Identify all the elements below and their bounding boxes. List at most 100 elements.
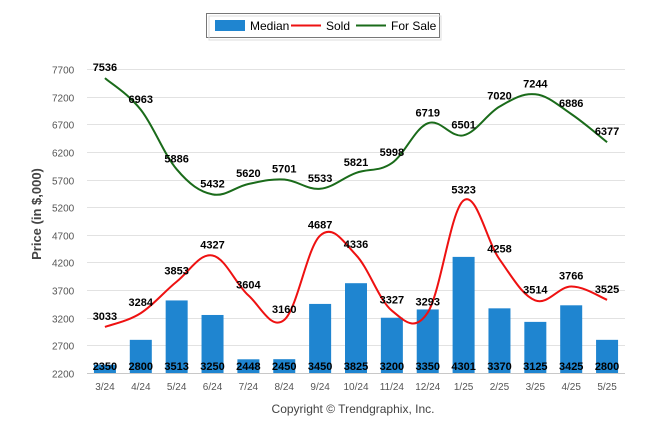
data-labels: 2350 2800 3513 3250 2448 2450 3450 3825 3200 3350… xyxy=(93,62,620,373)
x-tick-label: 7/24 xyxy=(239,382,259,393)
sold-value-label: 5323 xyxy=(451,184,475,196)
for-sale-value-label: 5998 xyxy=(380,147,404,159)
for-sale-value-label: 5620 xyxy=(236,168,260,180)
y-tick-label: 4200 xyxy=(52,259,75,270)
for-sale-value-label: 6886 xyxy=(559,98,583,110)
x-tick-label: 1/25 xyxy=(454,382,474,393)
sold-line xyxy=(104,198,608,328)
axes: 2200 2700 3200 3700 4200 4700 5200 5700 6200 6700… xyxy=(52,66,625,393)
median-value-label: 3200 xyxy=(380,361,404,373)
x-tick-label: 3/24 xyxy=(95,382,115,393)
sold-value-label: 3327 xyxy=(380,295,404,307)
median-bar xyxy=(201,314,224,373)
legend-label-for-sale: For Sale xyxy=(391,19,437,33)
median-value-label: 2800 xyxy=(595,361,619,373)
for-sale-value-label: 5886 xyxy=(164,153,188,165)
sold-value-label: 3160 xyxy=(272,304,296,316)
median-bar xyxy=(380,317,403,373)
x-tick-label: 11/24 xyxy=(380,382,405,393)
median-bar xyxy=(309,303,332,373)
median-value-label: 3450 xyxy=(308,361,332,373)
median-bar xyxy=(165,300,188,373)
legend-swatch-median xyxy=(215,20,245,31)
median-value-label: 4301 xyxy=(451,361,475,373)
median-value-label: 3513 xyxy=(164,361,188,373)
y-tick-label: 3700 xyxy=(52,287,75,298)
sold-value-label: 3853 xyxy=(164,266,188,278)
legend-shadow xyxy=(208,15,442,41)
x-tick-label: 4/25 xyxy=(561,382,581,393)
median-value-label: 3425 xyxy=(559,361,583,373)
x-tick-label: 4/24 xyxy=(131,382,151,393)
sold-value-label: 3604 xyxy=(236,279,261,291)
median-bars xyxy=(93,256,619,373)
for-sale-value-label: 7536 xyxy=(93,62,117,74)
sold-value-label: 3766 xyxy=(559,270,583,282)
y-tick-label: 2200 xyxy=(52,370,75,381)
median-value-label: 2800 xyxy=(129,361,153,373)
y-axis-title: Price (in $,000) xyxy=(29,168,44,260)
y-tick-label: 6200 xyxy=(52,149,75,160)
sold-value-label: 4336 xyxy=(344,239,368,251)
for-sale-value-label: 6501 xyxy=(451,119,475,131)
sold-value-label: 4258 xyxy=(487,243,511,255)
y-tick-label: 6700 xyxy=(52,121,75,132)
y-tick-label: 7700 xyxy=(52,66,75,77)
median-value-label: 3825 xyxy=(344,361,368,373)
median-value-label: 3125 xyxy=(523,361,547,373)
for-sale-value-label: 6719 xyxy=(415,107,439,119)
x-tick-label: 3/25 xyxy=(526,382,546,393)
legend: Median Sold For Sale xyxy=(206,13,442,41)
for-sale-value-label: 7020 xyxy=(487,91,511,103)
y-tick-label: 5200 xyxy=(52,204,75,215)
x-tick-label: 8/24 xyxy=(275,382,295,393)
median-value-label: 2448 xyxy=(236,361,260,373)
median-value-label: 3370 xyxy=(487,361,511,373)
sold-value-label: 3514 xyxy=(523,284,548,296)
for-sale-value-label: 5701 xyxy=(272,164,296,176)
median-value-label: 2450 xyxy=(272,361,296,373)
for-sale-value-label: 5533 xyxy=(308,173,332,185)
x-tick-label: 5/25 xyxy=(597,382,617,393)
median-bar xyxy=(129,339,152,373)
sold-value-label: 4327 xyxy=(200,239,224,251)
median-bar xyxy=(596,339,619,373)
legend-label-sold: Sold xyxy=(326,19,350,33)
x-tick-label: 12/24 xyxy=(415,382,440,393)
median-bar xyxy=(452,256,475,373)
sold-value-label: 3293 xyxy=(415,297,439,309)
copyright-credit: Copyright © Trendgraphix, Inc. xyxy=(272,402,435,416)
median-value-label: 3350 xyxy=(415,361,439,373)
y-tick-label: 3200 xyxy=(52,315,75,326)
y-tick-label: 5700 xyxy=(52,177,75,188)
x-tick-label: 9/24 xyxy=(310,382,330,393)
median-bar xyxy=(237,359,260,373)
sold-value-label: 3033 xyxy=(93,311,117,323)
x-tick-label: 6/24 xyxy=(203,382,223,393)
median-value-label: 2350 xyxy=(93,361,117,373)
x-tick-label: 5/24 xyxy=(167,382,187,393)
x-tick-label: 10/24 xyxy=(343,382,368,393)
y-tick-label: 2700 xyxy=(52,342,75,353)
for-sale-line xyxy=(104,77,608,196)
for-sale-value-label: 5432 xyxy=(200,178,224,190)
median-value-label: 3250 xyxy=(200,361,224,373)
y-tick-label: 4700 xyxy=(52,232,75,243)
median-bar xyxy=(273,359,296,373)
x-tick-label: 2/25 xyxy=(490,382,510,393)
median-bar xyxy=(345,283,367,373)
for-sale-value-label: 5821 xyxy=(344,157,368,169)
for-sale-value-label: 6963 xyxy=(129,94,153,106)
sold-value-label: 3525 xyxy=(595,284,619,296)
legend-box xyxy=(206,13,440,38)
median-bar xyxy=(93,364,116,373)
sold-value-label: 4687 xyxy=(308,220,332,232)
median-bar xyxy=(560,305,583,373)
for-sale-value-label: 6377 xyxy=(595,126,619,138)
series-lines xyxy=(104,77,608,328)
y-tick-label: 7200 xyxy=(52,94,75,105)
legend-label-median: Median xyxy=(250,19,289,33)
median-bar xyxy=(524,321,547,373)
